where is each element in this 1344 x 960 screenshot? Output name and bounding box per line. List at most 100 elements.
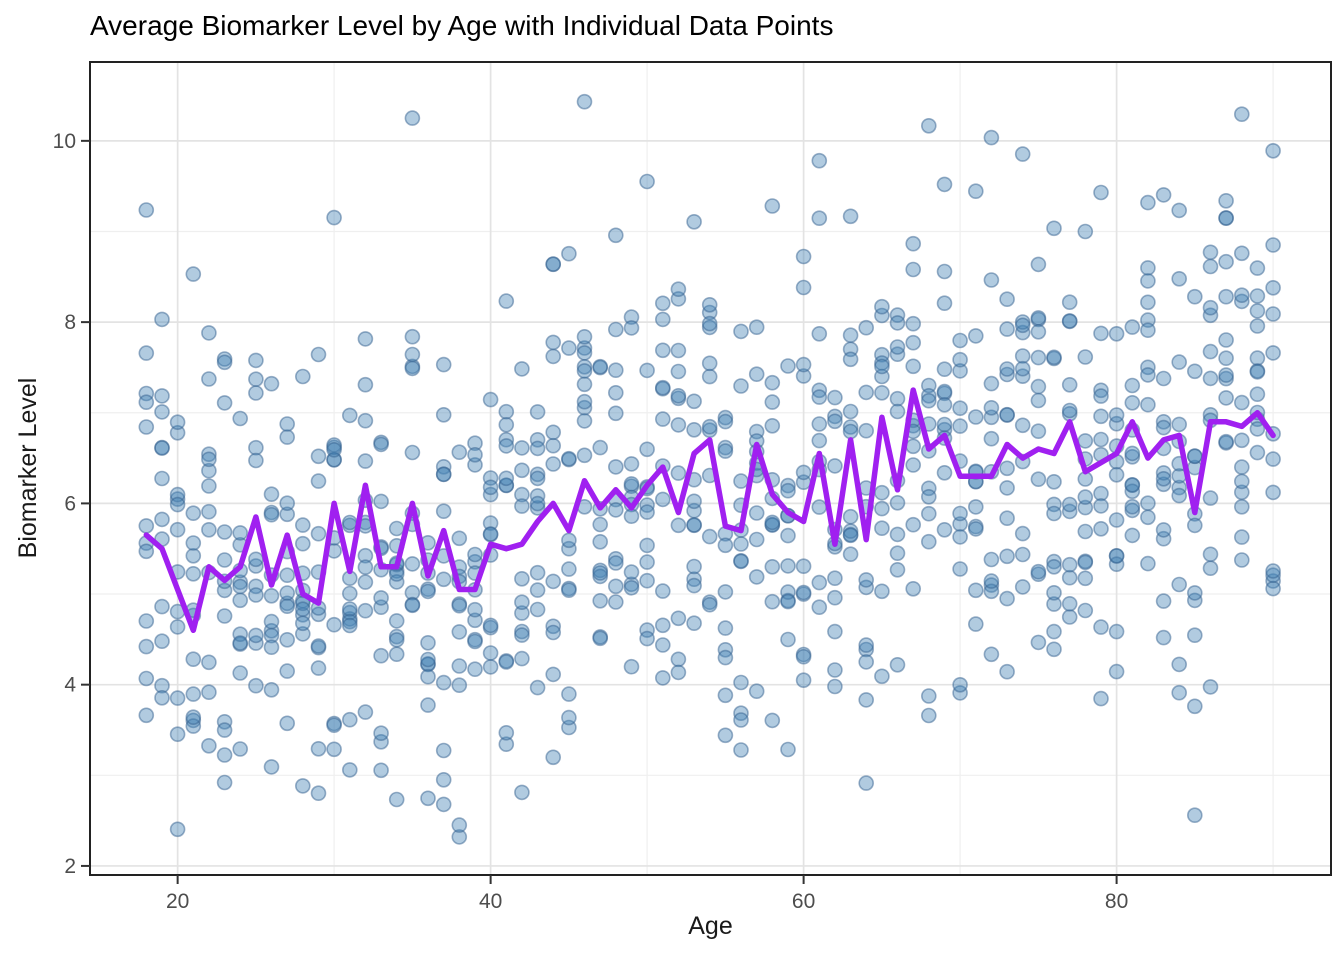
scatter-point: [1234, 498, 1250, 515]
scatter-point: [607, 227, 624, 244]
scatter-point: [1061, 376, 1078, 393]
scatter-point: [654, 411, 671, 427]
scatter-point: [1046, 553, 1062, 570]
scatter-point: [827, 413, 843, 430]
scatter-point: [607, 502, 624, 518]
scatter-point: [889, 561, 906, 578]
scatter-point: [686, 393, 702, 410]
scatter-point: [545, 624, 562, 641]
scatter-point: [920, 118, 937, 134]
scatter-point: [670, 363, 687, 380]
scatter-point: [279, 631, 296, 648]
chart-title: Average Biomarker Level by Age with Indi…: [90, 10, 834, 41]
scatter-point: [1108, 547, 1125, 564]
scatter-point: [764, 558, 781, 575]
scatter-point: [905, 334, 922, 351]
scatter-point: [294, 368, 311, 385]
scatter-point: [748, 366, 765, 383]
scatter-point: [920, 688, 937, 704]
scatter-point: [1265, 451, 1281, 467]
scatter-point: [1124, 502, 1141, 519]
scatter-point: [435, 742, 452, 759]
scatter-point: [1187, 363, 1203, 380]
scatter-point: [373, 590, 389, 606]
scatter-point: [138, 345, 155, 361]
scatter-point: [561, 532, 577, 549]
scatter-point: [842, 546, 859, 563]
scatter-point: [1030, 323, 1047, 340]
scatter-point: [232, 741, 248, 757]
scatter-point: [983, 129, 1000, 146]
scatter-point: [1234, 552, 1250, 568]
scatter-point: [905, 516, 922, 533]
scatter-point: [201, 478, 217, 494]
scatter-point: [607, 594, 624, 610]
x-tick-label: 20: [166, 890, 189, 913]
scatter-point: [1077, 554, 1094, 571]
scatter-point: [592, 565, 609, 581]
scatter-point: [1030, 256, 1047, 273]
scatter-point: [1155, 629, 1172, 646]
scatter-point: [576, 399, 593, 416]
scatter-point: [1155, 370, 1172, 387]
scatter-point: [623, 564, 640, 580]
scatter-point: [858, 654, 875, 670]
scatter-point: [1249, 318, 1266, 334]
scatter-point: [341, 585, 358, 602]
scatter-point: [952, 529, 968, 545]
scatter-point: [1046, 349, 1062, 366]
scatter-point: [592, 592, 609, 609]
scatter-point: [1171, 487, 1187, 504]
scatter-point: [592, 516, 609, 533]
scatter-point: [561, 450, 577, 467]
scatter-point: [514, 498, 530, 514]
scatter-point: [811, 416, 828, 432]
scatter-point: [482, 479, 499, 496]
scatter-point: [216, 608, 233, 624]
scatter-point: [341, 711, 358, 728]
scatter-point: [827, 389, 843, 406]
scatter-point: [654, 311, 671, 328]
scatter-point: [623, 309, 640, 325]
scatter-point: [1187, 448, 1203, 465]
scatter-point: [874, 500, 890, 517]
scatter-point: [529, 431, 546, 448]
scatter-point: [827, 678, 843, 695]
scatter-point: [388, 632, 405, 648]
scatter-point: [842, 419, 859, 435]
scatter-point: [467, 446, 483, 463]
scatter-point: [654, 295, 671, 312]
scatter-point: [467, 661, 483, 678]
scatter-point: [1140, 260, 1156, 276]
scatter-point: [670, 417, 687, 433]
scatter-point: [842, 508, 859, 525]
scatter-point: [1124, 476, 1141, 493]
scatter-point: [1014, 525, 1031, 542]
scatter-point: [983, 399, 1000, 416]
scatter-point: [263, 587, 280, 604]
scatter-point: [1218, 370, 1234, 387]
scatter-point: [1140, 367, 1156, 383]
scatter-point: [1234, 529, 1250, 545]
scatter-point: [999, 590, 1015, 607]
scatter-point: [1234, 245, 1250, 262]
scatter-point: [514, 361, 530, 377]
scatter-point: [1234, 432, 1250, 449]
scatter-point: [607, 362, 624, 379]
scatter-point: [310, 448, 327, 465]
scatter-point: [733, 536, 749, 552]
scatter-point: [561, 540, 577, 557]
scatter-point: [1046, 641, 1062, 658]
scatter-point: [1155, 187, 1172, 203]
scatter-point: [576, 93, 593, 110]
y-tick-label: 10: [53, 130, 76, 153]
scatter-point: [404, 110, 421, 126]
scatter-point: [1249, 444, 1266, 461]
scatter-point: [169, 821, 186, 838]
scatter-point: [576, 376, 593, 393]
scatter-point: [545, 666, 562, 683]
scatter-point: [263, 375, 280, 392]
scatter-point: [1030, 349, 1047, 366]
scatter-point: [373, 762, 389, 779]
scatter-point: [326, 717, 342, 734]
